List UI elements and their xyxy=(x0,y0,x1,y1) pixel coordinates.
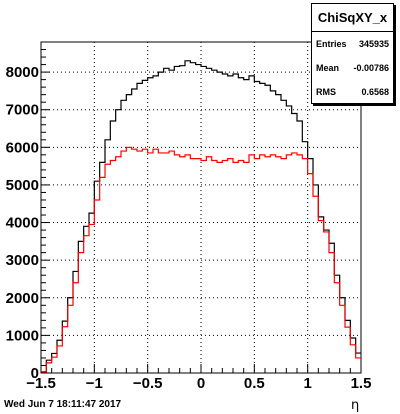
grid-lines xyxy=(41,42,361,373)
x-tick-label: 0.5 xyxy=(244,375,265,392)
x-axis-title: η xyxy=(351,398,360,413)
y-tick-label: 1000 xyxy=(6,327,39,344)
x-tick-label: 1.5 xyxy=(351,375,372,392)
footer-date: Wed Jun 7 18:11:47 2017 xyxy=(4,399,122,410)
x-tick-label: 1 xyxy=(303,375,311,392)
stats-row-rms: RMS 0.6568 xyxy=(312,80,393,104)
stats-row-mean: Mean -0.00786 xyxy=(312,56,393,80)
series-group xyxy=(41,60,361,373)
x-axis: −1.5 −1 −0.5 0 0.5 1 1.5 xyxy=(26,364,371,392)
stats-title: ChiSqXY_x xyxy=(312,4,393,32)
stats-value: 345935 xyxy=(358,39,389,49)
y-tick-label: 6000 xyxy=(6,139,39,156)
y-tick-label: 4000 xyxy=(6,215,39,232)
y-tick-label: 7000 xyxy=(6,102,39,119)
y-tick-label: 5000 xyxy=(6,177,39,194)
y-tick-label: 8000 xyxy=(6,64,39,81)
x-tick-label: −0.5 xyxy=(133,375,163,392)
stats-box: ChiSqXY_x Entries 345935 Mean -0.00786 R… xyxy=(311,3,394,104)
series-line-2 xyxy=(41,146,361,373)
y-tick-label: 3000 xyxy=(6,252,39,269)
stats-value: -0.00786 xyxy=(353,63,389,73)
stats-label: Mean xyxy=(316,63,340,73)
stats-row-entries: Entries 345935 xyxy=(312,32,393,56)
x-tick-label: −1.5 xyxy=(26,375,56,392)
y-tick-label: 2000 xyxy=(6,290,39,307)
stats-value: 0.6568 xyxy=(361,87,389,97)
y-tick-label: 0 xyxy=(31,365,39,382)
y-axis: 0 1000 2000 3000 4000 5000 6000 7000 8000 xyxy=(6,49,50,382)
x-tick-label: 0 xyxy=(197,375,205,392)
series-line-1 xyxy=(41,60,361,373)
x-tick-label: −1 xyxy=(86,375,103,392)
stats-label: RMS xyxy=(316,87,336,97)
stats-label: Entries xyxy=(316,39,347,49)
